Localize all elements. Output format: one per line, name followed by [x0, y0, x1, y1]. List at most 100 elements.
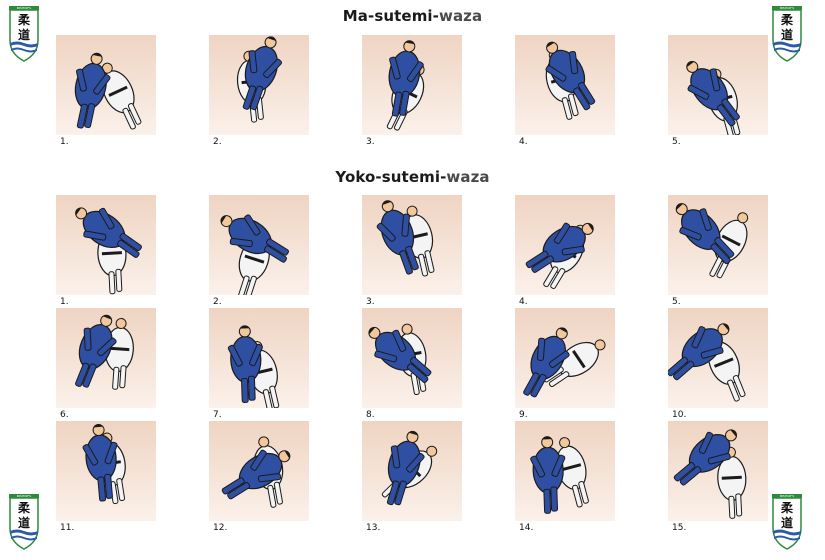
- technique-number: 8.: [366, 410, 375, 420]
- technique-number: 1.: [60, 297, 69, 307]
- judo-throw-icon: [376, 200, 435, 277]
- technique-card: 8.: [362, 308, 464, 420]
- technique-illustration: [209, 421, 309, 521]
- technique-illustration: [362, 421, 462, 521]
- judo-throw-icon: [381, 430, 438, 506]
- judo-throw-icon: [530, 436, 589, 514]
- technique-illustration: [362, 35, 462, 135]
- technique-illustration: [209, 195, 309, 295]
- section-title-ma-sutemi-waza: Ma-sutemi-waza: [0, 7, 825, 25]
- technique-card: 3.: [362, 195, 464, 307]
- technique-number: 5.: [672, 137, 681, 147]
- judo-throw-icon: [236, 36, 283, 123]
- crest-banner: BISHOP'S STORTFORD: [772, 6, 802, 10]
- technique-illustration: [668, 421, 768, 521]
- judo-throw-icon: [75, 207, 142, 295]
- technique-number: 13.: [366, 523, 381, 533]
- technique-number: 5.: [672, 297, 681, 307]
- technique-illustration: [668, 195, 768, 295]
- judo-throw-icon: [75, 314, 134, 390]
- technique-number: 7.: [213, 410, 222, 420]
- judo-throw-icon: [545, 41, 596, 120]
- technique-card: 5.: [668, 35, 770, 147]
- judo-throw-icon: [368, 323, 432, 396]
- technique-illustration: [56, 195, 156, 295]
- technique-number: 4.: [519, 297, 528, 307]
- technique-illustration: [56, 421, 156, 521]
- technique-card: 7.: [209, 308, 311, 420]
- technique-card: 2.: [209, 35, 311, 147]
- crest-kanji-ju: 柔: [780, 500, 794, 515]
- crest-kanji-ju: 柔: [17, 12, 31, 27]
- technique-card: 14.: [515, 421, 617, 533]
- technique-card: 5.: [668, 195, 770, 307]
- crest-kanji-ju: 柔: [17, 500, 31, 515]
- judo-throw-icon: [668, 323, 746, 402]
- technique-number: 12.: [213, 523, 228, 533]
- technique-number: 3.: [366, 297, 375, 307]
- section-title-part-b: waza: [446, 168, 490, 186]
- technique-illustration: [668, 35, 768, 135]
- technique-number: 6.: [60, 410, 69, 420]
- technique-number: 2.: [213, 137, 222, 147]
- section-title-part-a: Yoko-sutemi-: [335, 168, 447, 186]
- technique-number: 9.: [519, 410, 528, 420]
- crest-kanji-do: 道: [18, 27, 30, 42]
- technique-illustration: [515, 421, 615, 521]
- technique-card: 10.: [668, 308, 770, 420]
- crest-banner: BISHOP'S STORTFORD: [9, 494, 39, 498]
- crest-banner: BISHOP'S STORTFORD: [9, 6, 39, 10]
- technique-illustration: [668, 308, 768, 408]
- section-title-yoko-sutemi-waza: Yoko-sutemi-waza: [0, 168, 825, 186]
- technique-card: 1.: [56, 195, 158, 307]
- judo-crest-logo: BISHOP'S STORTFORD 柔 道: [9, 494, 39, 550]
- technique-number: 10.: [672, 410, 687, 420]
- judo-throw-icon: [220, 214, 289, 295]
- technique-number: 3.: [366, 137, 375, 147]
- judo-crest-logo: BISHOP'S STORTFORD 柔 道: [772, 494, 802, 550]
- technique-illustration: [515, 35, 615, 135]
- section-title-part-a: Ma-sutemi-: [342, 7, 439, 25]
- judo-throw-icon: [525, 222, 594, 290]
- crest-kanji-ju: 柔: [780, 12, 794, 27]
- judo-throw-icon: [673, 429, 747, 519]
- technique-illustration: [362, 308, 462, 408]
- crest-shield-icon: 柔 道: [9, 10, 39, 62]
- crest-kanji-do: 道: [18, 515, 30, 530]
- technique-number: 1.: [60, 137, 69, 147]
- technique-card: 13.: [362, 421, 464, 533]
- technique-illustration: [362, 195, 462, 295]
- technique-card: 4.: [515, 35, 617, 147]
- technique-card: 1.: [56, 35, 158, 147]
- technique-number: 15.: [672, 523, 687, 533]
- judo-throw-icon: [675, 203, 749, 279]
- technique-illustration: [515, 195, 615, 295]
- judo-throw-icon: [227, 325, 280, 408]
- crest-kanji-do: 道: [781, 515, 793, 530]
- judo-throw-icon: [74, 52, 142, 130]
- judo-throw-icon: [523, 327, 606, 398]
- crest-banner: BISHOP'S STORTFORD: [772, 494, 802, 498]
- crest-shield-icon: 柔 道: [9, 498, 39, 550]
- technique-illustration: [56, 308, 156, 408]
- section-title-part-b: waza: [439, 7, 483, 25]
- technique-number: 11.: [60, 523, 75, 533]
- judo-crest-logo: BISHOP'S STORTFORD 柔 道: [772, 6, 802, 62]
- technique-illustration: [56, 35, 156, 135]
- technique-card: 6.: [56, 308, 158, 420]
- judo-crest-logo: BISHOP'S STORTFORD 柔 道: [9, 6, 39, 62]
- technique-card: 12.: [209, 421, 311, 533]
- judo-throw-icon: [221, 436, 291, 508]
- technique-number: 14.: [519, 523, 534, 533]
- judo-throw-icon: [82, 424, 126, 505]
- technique-card: 11.: [56, 421, 158, 533]
- crest-shield-icon: 柔 道: [772, 498, 802, 550]
- technique-illustration: [209, 308, 309, 408]
- technique-card: 3.: [362, 35, 464, 147]
- technique-card: 2.: [209, 195, 311, 307]
- judo-throw-icon: [386, 40, 425, 131]
- technique-card: 9.: [515, 308, 617, 420]
- technique-card: 15.: [668, 421, 770, 533]
- technique-illustration: [515, 308, 615, 408]
- technique-number: 2.: [213, 297, 222, 307]
